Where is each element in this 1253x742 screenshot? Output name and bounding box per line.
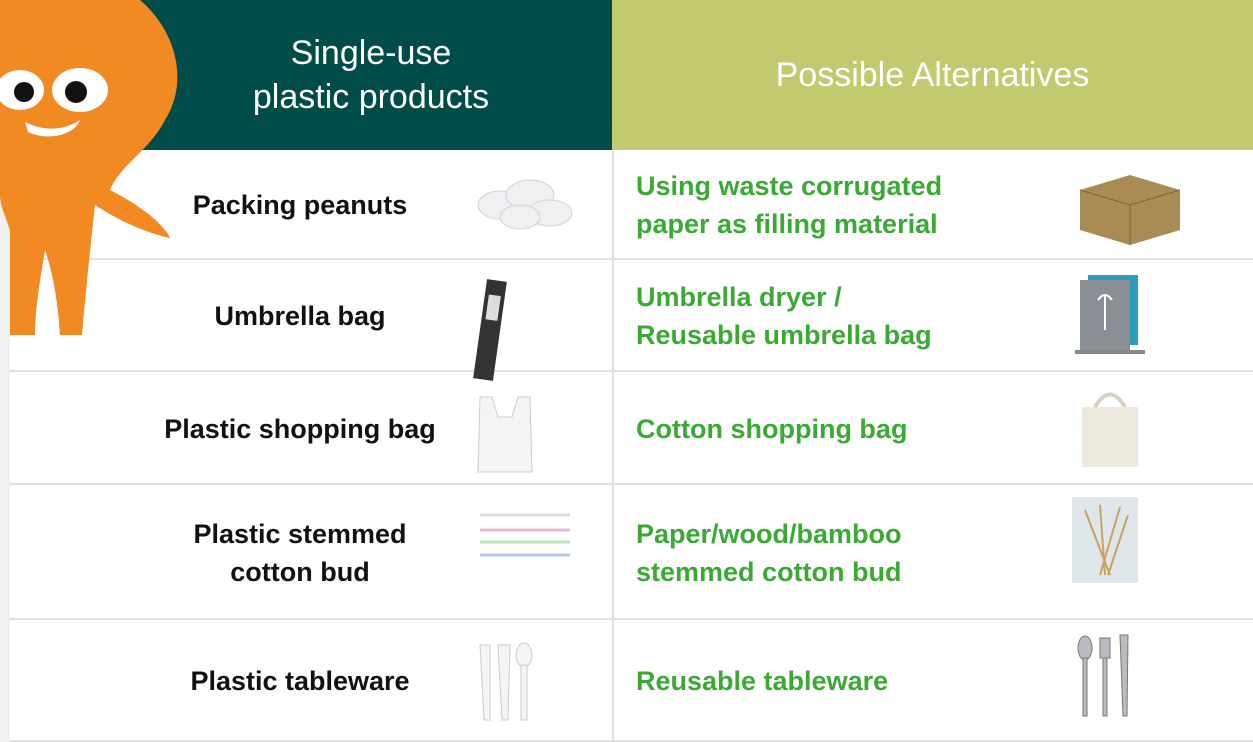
alternative-name: Reusable tableware [636, 666, 889, 696]
alternative-name: Paper/wood/bamboo [636, 518, 902, 549]
product-image [470, 635, 540, 730]
alternative-image [1070, 270, 1150, 365]
alternative-image [1070, 630, 1140, 725]
product-cell: Plastic shopping bag [120, 372, 480, 485]
alternative-name: Using waste corrugated [636, 171, 943, 201]
header-left: Single-use plastic products [130, 0, 612, 150]
table-row [10, 372, 1253, 485]
alternative-name: paper as filling material [636, 209, 938, 239]
product-image [470, 165, 580, 240]
product-name: Packing peanuts [192, 190, 408, 220]
product-name: cotton bud [230, 556, 370, 587]
header-line: Single-use [290, 34, 452, 72]
column-divider [612, 150, 614, 742]
product-image [470, 500, 580, 575]
table-row [10, 150, 1253, 260]
table-row [10, 260, 1253, 372]
product-name: Plastic tableware [190, 666, 410, 696]
product-cell: Packing peanuts [120, 150, 480, 260]
table-row [10, 620, 1253, 742]
alternative-image [1070, 382, 1150, 477]
alternative-cell: Using waste corrugated paper as filling m… [636, 150, 1056, 260]
product-name: Umbrella bag [214, 301, 386, 331]
alternative-cell: Umbrella dryer / Reusable umbrella bag [636, 260, 1056, 372]
product-image [470, 275, 510, 390]
alternative-image [1070, 160, 1190, 255]
product-cell: Umbrella bag [120, 260, 480, 372]
product-cell: Plastic tableware [120, 620, 480, 742]
alternative-cell: Paper/wood/bamboo stemmed cotton bud [636, 485, 1056, 620]
header-right: Possible Alternatives [612, 0, 1253, 150]
mascot [0, 0, 178, 335]
alternative-name: Cotton shopping bag [636, 413, 908, 444]
header-line: plastic products [252, 78, 490, 116]
table-row [10, 485, 1253, 620]
product-cell: Plastic stemmed cotton bud [120, 485, 480, 620]
alternative-cell: Reusable tableware [636, 620, 1056, 742]
alternative-cell: Cotton shopping bag [636, 372, 1056, 485]
product-name: Plastic shopping bag [164, 413, 436, 444]
side-strip [0, 0, 10, 742]
product-image [470, 387, 540, 482]
product-name: Plastic stemmed [193, 518, 407, 549]
alternative-name: stemmed cotton bud [636, 556, 902, 587]
alternative-image [1070, 495, 1140, 590]
header-text: Possible Alternatives [775, 56, 1090, 94]
alternative-name: Reusable umbrella bag [636, 320, 932, 350]
alternative-name: Umbrella dryer / [636, 282, 842, 312]
